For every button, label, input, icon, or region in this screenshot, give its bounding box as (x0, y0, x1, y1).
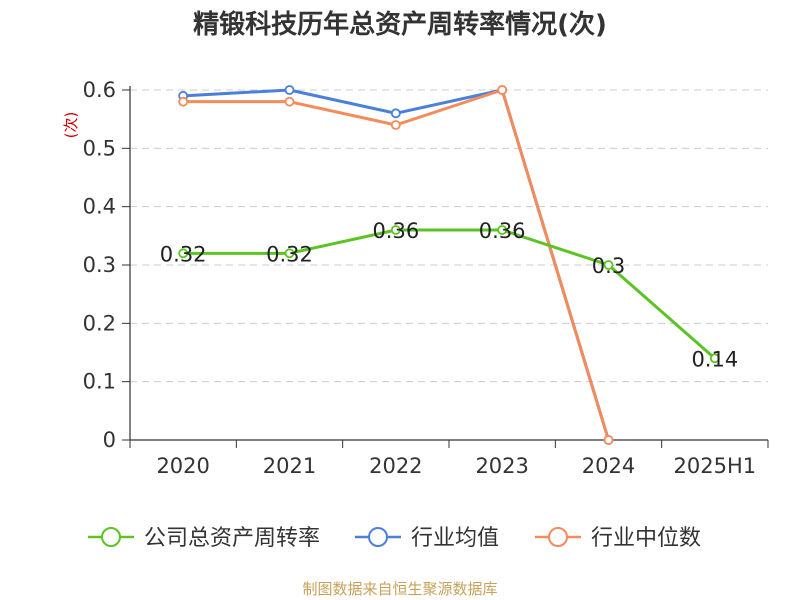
data-label: 0.32 (266, 242, 313, 266)
data-point (178, 96, 189, 107)
y-tick-label: 0.6 (83, 78, 116, 102)
x-tick-label: 2021 (263, 454, 316, 478)
data-point (284, 96, 295, 107)
legend-label: 行业中位数 (591, 526, 701, 551)
data-point (603, 260, 614, 270)
chart-title: 精锻科技历年总资产周转率情况(次) (193, 10, 607, 40)
data-label: 0.36 (372, 219, 419, 243)
data-point (178, 248, 189, 259)
data-point (497, 225, 508, 235)
x-tick-label: 2020 (156, 454, 209, 478)
y-tick-label: 0.3 (83, 253, 116, 277)
x-tick-label: 2023 (475, 454, 528, 478)
data-point (284, 248, 295, 259)
data-point (497, 85, 508, 95)
data-point (390, 120, 401, 130)
y-tick-label: 0.5 (83, 136, 116, 160)
y-tick-label: 0.2 (83, 311, 116, 335)
legend-label: 行业均值 (411, 526, 499, 551)
y-tick-label: 0.4 (83, 195, 116, 219)
y-tick-label: 0.1 (83, 370, 116, 394)
x-tick-label: 2024 (582, 454, 635, 478)
legend-marker (368, 527, 388, 547)
x-tick-label: 2025H1 (674, 454, 757, 478)
data-point (390, 108, 401, 119)
x-tick-label: 2022 (369, 454, 422, 478)
data-point (603, 435, 614, 445)
data-label: 0.14 (691, 347, 738, 371)
data-label: 0.36 (479, 219, 526, 243)
series-line (183, 228, 716, 360)
data-point (284, 85, 295, 95)
y-tick-label: 0 (103, 428, 116, 452)
data-label: 0.3 (592, 254, 625, 278)
source-note: 制图数据来自恒生聚源数据库 (302, 580, 498, 598)
legend-label: 公司总资产周转率 (144, 526, 320, 551)
legend-marker (101, 527, 121, 547)
legend-marker (548, 527, 568, 547)
y-axis-label: (次) (62, 112, 80, 139)
data-point (390, 225, 401, 235)
data-label: 0.32 (160, 242, 207, 266)
data-point (709, 353, 720, 364)
